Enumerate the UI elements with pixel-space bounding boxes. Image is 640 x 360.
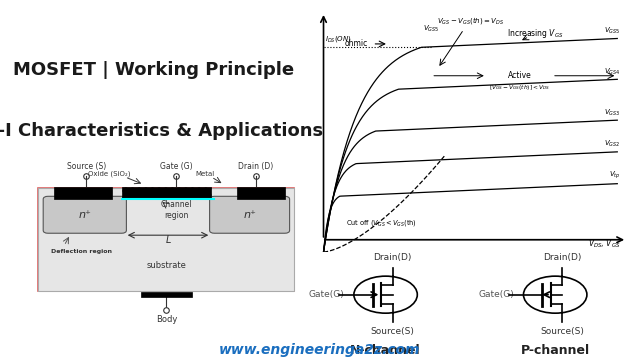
Text: $V_{GS5}$: $V_{GS5}$ — [423, 24, 440, 34]
Text: Gate(G): Gate(G) — [309, 290, 344, 299]
Text: Drain (D): Drain (D) — [238, 162, 274, 171]
Text: ohmic: ohmic — [344, 39, 368, 48]
Text: Oxide (SiO₂): Oxide (SiO₂) — [88, 171, 130, 177]
Text: $V_{GS2}$: $V_{GS2}$ — [604, 139, 621, 149]
Text: Deflection region: Deflection region — [51, 249, 112, 254]
Text: $I_{DS}(ON)$: $I_{DS}(ON)$ — [325, 33, 352, 44]
Text: $V_{GS5}$: $V_{GS5}$ — [604, 26, 621, 36]
Text: P-channel: P-channel — [520, 344, 590, 357]
Text: Gate (G): Gate (G) — [160, 162, 192, 171]
Text: $V_{DS}$, $V_{GS}$: $V_{DS}$, $V_{GS}$ — [588, 237, 621, 249]
Text: substrate: substrate — [147, 261, 186, 270]
Text: www.engineeringa2z.com: www.engineeringa2z.com — [220, 343, 420, 357]
FancyBboxPatch shape — [210, 196, 289, 233]
FancyBboxPatch shape — [44, 196, 127, 233]
Text: Metal: Metal — [195, 171, 214, 177]
Text: $V_{GS3}$: $V_{GS3}$ — [604, 108, 621, 118]
Text: n⁺: n⁺ — [78, 210, 92, 220]
Bar — [237, 186, 285, 199]
Bar — [38, 188, 294, 291]
Bar — [38, 188, 294, 291]
Text: Drain(D): Drain(D) — [374, 253, 412, 262]
Bar — [54, 186, 112, 199]
Text: n⁺: n⁺ — [243, 210, 256, 220]
Text: Cut off ($V_{GS} < V_{GS}$(th): Cut off ($V_{GS} < V_{GS}$(th) — [346, 217, 417, 228]
Text: Active: Active — [508, 71, 531, 80]
Text: Source (S): Source (S) — [67, 162, 106, 171]
Text: Increasing $V_{GS}$: Increasing $V_{GS}$ — [508, 27, 564, 40]
Text: Body: Body — [156, 315, 177, 324]
Text: N-channel: N-channel — [350, 344, 421, 357]
Text: $[V_{GS}-V_{GS}(th)]<V_{DS}$: $[V_{GS}-V_{GS}(th)]<V_{DS}$ — [489, 84, 550, 93]
Text: $V_{GS} - V_{GS}(th) = V_{DS}$: $V_{GS} - V_{GS}(th) = V_{DS}$ — [437, 14, 504, 26]
Text: Gate(G): Gate(G) — [479, 290, 514, 299]
Text: $V_{GS4}$: $V_{GS4}$ — [604, 67, 621, 77]
Text: Source(S): Source(S) — [371, 327, 415, 336]
Text: $V_{tp}$: $V_{tp}$ — [609, 170, 621, 181]
Bar — [141, 292, 192, 297]
Text: V-I Characteristics & Applications: V-I Characteristics & Applications — [0, 122, 323, 140]
Text: Channel
region: Channel region — [160, 200, 192, 220]
Text: Drain(D): Drain(D) — [543, 253, 582, 262]
Text: MOSFET | Working Principle: MOSFET | Working Principle — [13, 61, 294, 79]
Bar — [122, 186, 211, 199]
Text: $L$: $L$ — [164, 233, 172, 245]
Text: Source(S): Source(S) — [540, 327, 584, 336]
